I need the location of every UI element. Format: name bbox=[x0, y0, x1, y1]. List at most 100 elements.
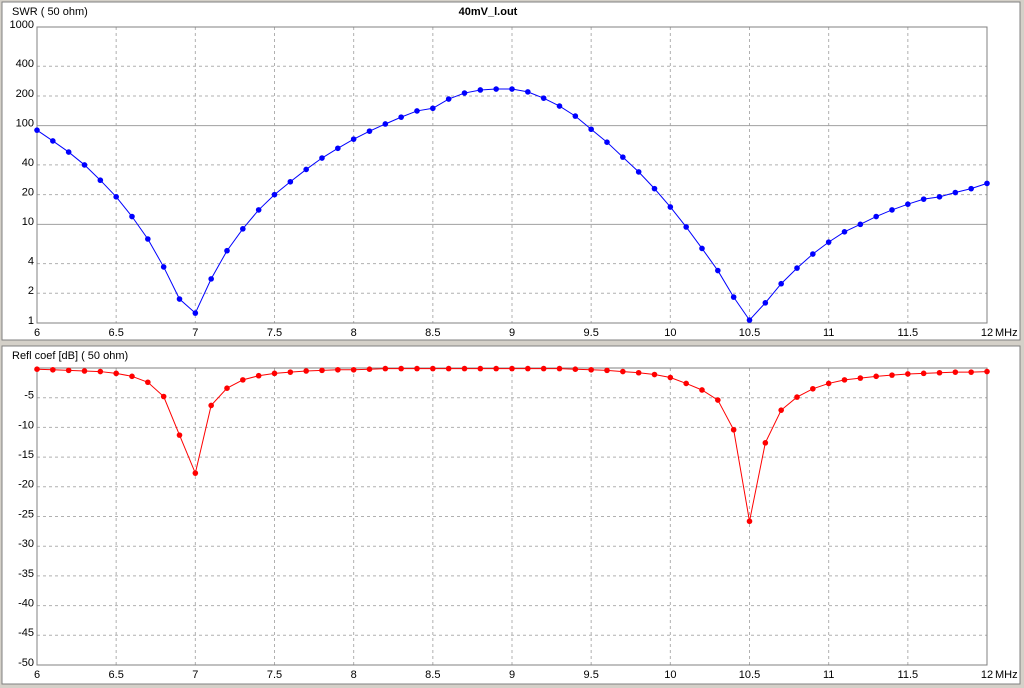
chart-title: 40mV_l.out bbox=[459, 6, 518, 18]
y-axis-label: Refl coef [dB] ( 50 ohm) bbox=[12, 350, 128, 362]
data-point bbox=[730, 294, 737, 300]
data-point bbox=[34, 366, 40, 372]
data-point bbox=[445, 96, 452, 102]
x-tick-label: 7 bbox=[192, 669, 198, 681]
x-tick-label: 6 bbox=[34, 327, 40, 339]
x-tick-label: 11.5 bbox=[898, 669, 919, 681]
x-tick-label: 11 bbox=[823, 327, 834, 339]
data-point bbox=[651, 185, 658, 192]
data-point bbox=[430, 105, 436, 112]
data-point bbox=[810, 385, 816, 392]
plot-frame bbox=[36, 26, 988, 324]
data-point bbox=[667, 374, 674, 381]
x-axis-label: MHz bbox=[995, 327, 1018, 339]
data-point bbox=[556, 103, 563, 109]
x-tick-label: 10 bbox=[664, 669, 676, 681]
y-tick-label: 400 bbox=[16, 58, 34, 70]
data-point bbox=[445, 365, 452, 372]
data-point bbox=[588, 126, 594, 133]
data-point bbox=[525, 89, 531, 95]
y-tick-label: -25 bbox=[18, 508, 34, 520]
data-point bbox=[319, 155, 325, 161]
x-tick-label: 10 bbox=[664, 327, 676, 339]
data-point bbox=[715, 397, 721, 403]
data-point bbox=[145, 236, 151, 242]
data-point bbox=[461, 365, 468, 372]
y-axis-label: SWR ( 50 ohm) bbox=[12, 6, 88, 18]
data-point bbox=[224, 247, 230, 254]
data-point bbox=[319, 367, 325, 374]
y-tick-label: 4 bbox=[28, 256, 34, 268]
x-tick-label: 7 bbox=[192, 327, 198, 339]
data-point bbox=[208, 402, 214, 409]
data-point bbox=[350, 366, 357, 373]
x-tick-label: 11.5 bbox=[898, 327, 919, 339]
data-point bbox=[920, 196, 927, 202]
data-point bbox=[493, 86, 499, 92]
data-point bbox=[778, 407, 784, 413]
data-point bbox=[857, 375, 864, 381]
data-point bbox=[97, 177, 104, 184]
data-point bbox=[841, 377, 848, 383]
x-tick-label: 10.5 bbox=[739, 327, 760, 339]
y-tick-label: 2 bbox=[28, 285, 34, 297]
data-point bbox=[540, 365, 547, 372]
data-point bbox=[762, 300, 769, 306]
data-point bbox=[715, 267, 721, 274]
data-point bbox=[873, 213, 879, 220]
data-point bbox=[730, 426, 737, 433]
data-point bbox=[841, 229, 848, 235]
x-tick-label: 8.5 bbox=[425, 669, 440, 681]
x-tick-label: 8 bbox=[351, 327, 357, 339]
data-point bbox=[746, 317, 753, 323]
data-point bbox=[303, 368, 309, 374]
y-tick-label: 100 bbox=[16, 118, 34, 130]
data-point bbox=[984, 368, 990, 375]
data-point bbox=[810, 251, 816, 257]
y-tick-label: -40 bbox=[18, 598, 34, 610]
x-tick-label: 6 bbox=[34, 669, 40, 681]
data-point bbox=[683, 224, 689, 230]
data-point bbox=[113, 194, 119, 200]
data-point bbox=[50, 366, 56, 373]
y-tick-label: -50 bbox=[18, 657, 34, 669]
x-tick-label: 11 bbox=[823, 669, 834, 681]
data-point bbox=[667, 204, 674, 210]
y-tick-label: -5 bbox=[24, 390, 34, 402]
data-point bbox=[984, 180, 990, 187]
data-point bbox=[889, 207, 895, 213]
data-point bbox=[477, 87, 484, 93]
data-point bbox=[398, 365, 404, 372]
data-point bbox=[382, 365, 389, 372]
data-point bbox=[430, 365, 436, 372]
data-point bbox=[905, 371, 911, 377]
data-point bbox=[398, 114, 404, 120]
data-point bbox=[873, 373, 879, 380]
data-point bbox=[825, 380, 832, 387]
data-point bbox=[176, 432, 183, 438]
x-tick-label: 8.5 bbox=[425, 327, 440, 339]
data-point bbox=[651, 371, 658, 378]
y-tick-label: -45 bbox=[18, 627, 34, 639]
data-point bbox=[540, 95, 547, 101]
data-point bbox=[620, 368, 626, 375]
x-tick-label: 9 bbox=[509, 669, 515, 681]
data-point bbox=[762, 440, 769, 446]
data-point bbox=[65, 149, 72, 155]
data-point bbox=[920, 370, 927, 377]
data-point bbox=[113, 370, 119, 377]
data-point bbox=[936, 369, 943, 376]
data-point bbox=[34, 127, 40, 133]
data-point bbox=[461, 90, 468, 96]
x-tick-label: 9.5 bbox=[584, 669, 599, 681]
data-point bbox=[160, 393, 167, 400]
data-point bbox=[968, 185, 974, 192]
x-tick-label: 7.5 bbox=[267, 669, 282, 681]
y-tick-label: -30 bbox=[18, 538, 34, 550]
x-tick-label: 10.5 bbox=[739, 669, 760, 681]
data-point bbox=[240, 226, 246, 232]
data-point bbox=[414, 108, 420, 114]
data-point bbox=[366, 128, 373, 134]
panel bbox=[1, 1, 1021, 341]
